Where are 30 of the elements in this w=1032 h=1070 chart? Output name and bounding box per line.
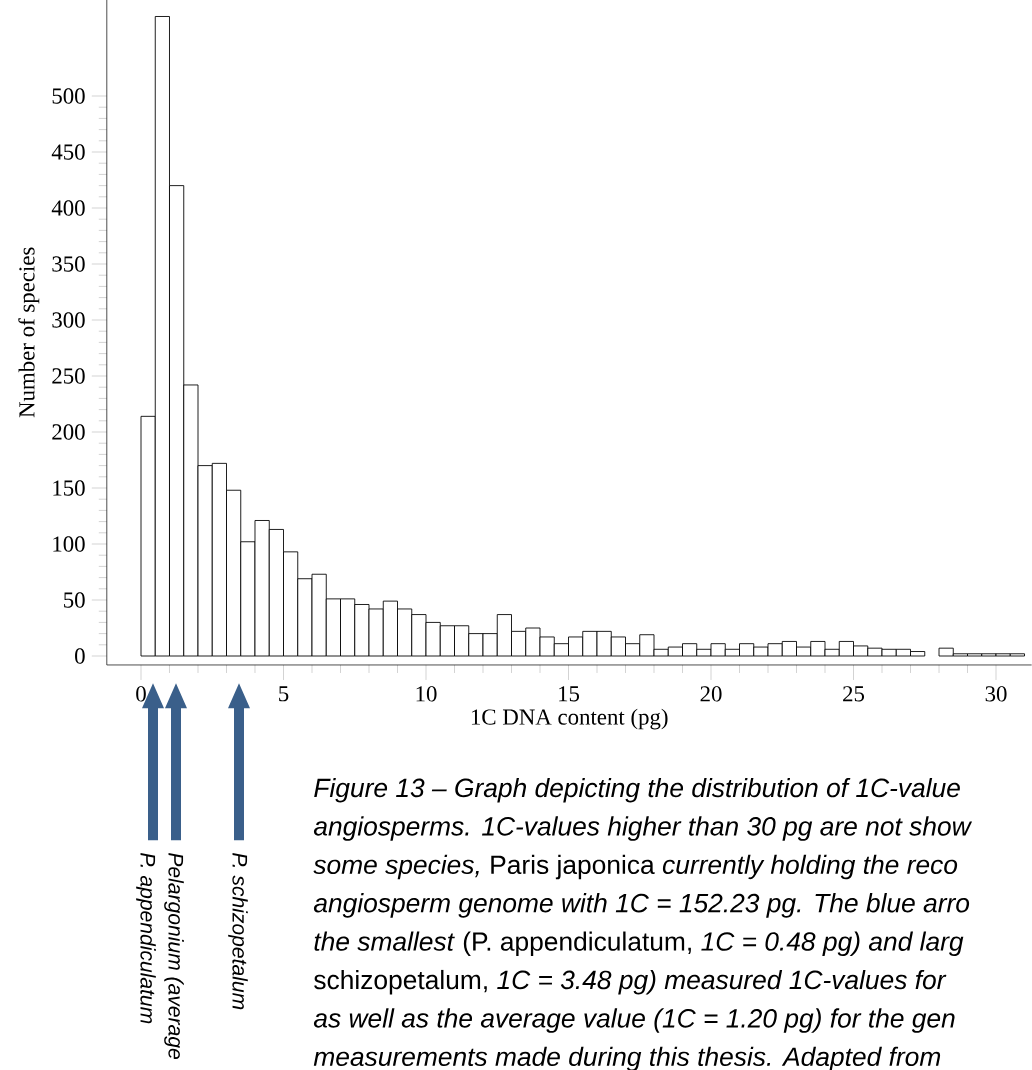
y-tick-label: 500 [52,88,85,104]
x-tick-label: 0 [136,686,146,702]
x-tick-label: 10 [416,686,437,702]
y-tick-label: 250 [52,368,85,384]
y-axis-title: Number of species [18,247,40,418]
x-axis-title: 1C DNA content (pg) [471,708,668,730]
x-tick-label: 5 [279,686,289,702]
y-tick-label: 450 [51,144,85,160]
text: Figure 13 – Graph depicting the distribution of 1C-value [314,777,960,803]
x-tick-label: 30 [985,686,1007,702]
text: angiosperm genome with 1C = 152.23 pg. The blue arro [313,893,970,918]
text: P. schizopetalum [228,853,248,1010]
text: P. appendiculatum [136,853,156,1024]
text: angiosperms. 1C-values higher than 30 pg are not show [313,816,973,841]
y-tick-label: 350 [52,256,85,272]
y-tick-label: 150 [53,480,85,496]
text: the smallest (P. appendiculatum, 1C = 0.48 pg) and larg [314,931,964,957]
text: some species, Paris japonica currently holding the reco [313,854,958,880]
text: schizopetalum, 1C = 3.48 pg) measured 1C-values for [314,969,947,995]
x-tick-label: 15 [559,686,580,702]
y-tick-label: 50 [64,592,85,608]
y-tick-label: 200 [52,424,85,440]
x-tick-label: 20 [700,686,722,702]
text: Pelargonium (average [164,853,184,1059]
x-tick-label: 25 [843,686,865,702]
y-tick-label: 400 [51,200,85,216]
text: as well as the average value (1C = 1.20 pg) for the gen [313,1008,955,1033]
y-tick-label: 300 [52,312,85,328]
y-tick-label: 100 [53,536,85,552]
y-tick-label: 0 [75,648,85,664]
